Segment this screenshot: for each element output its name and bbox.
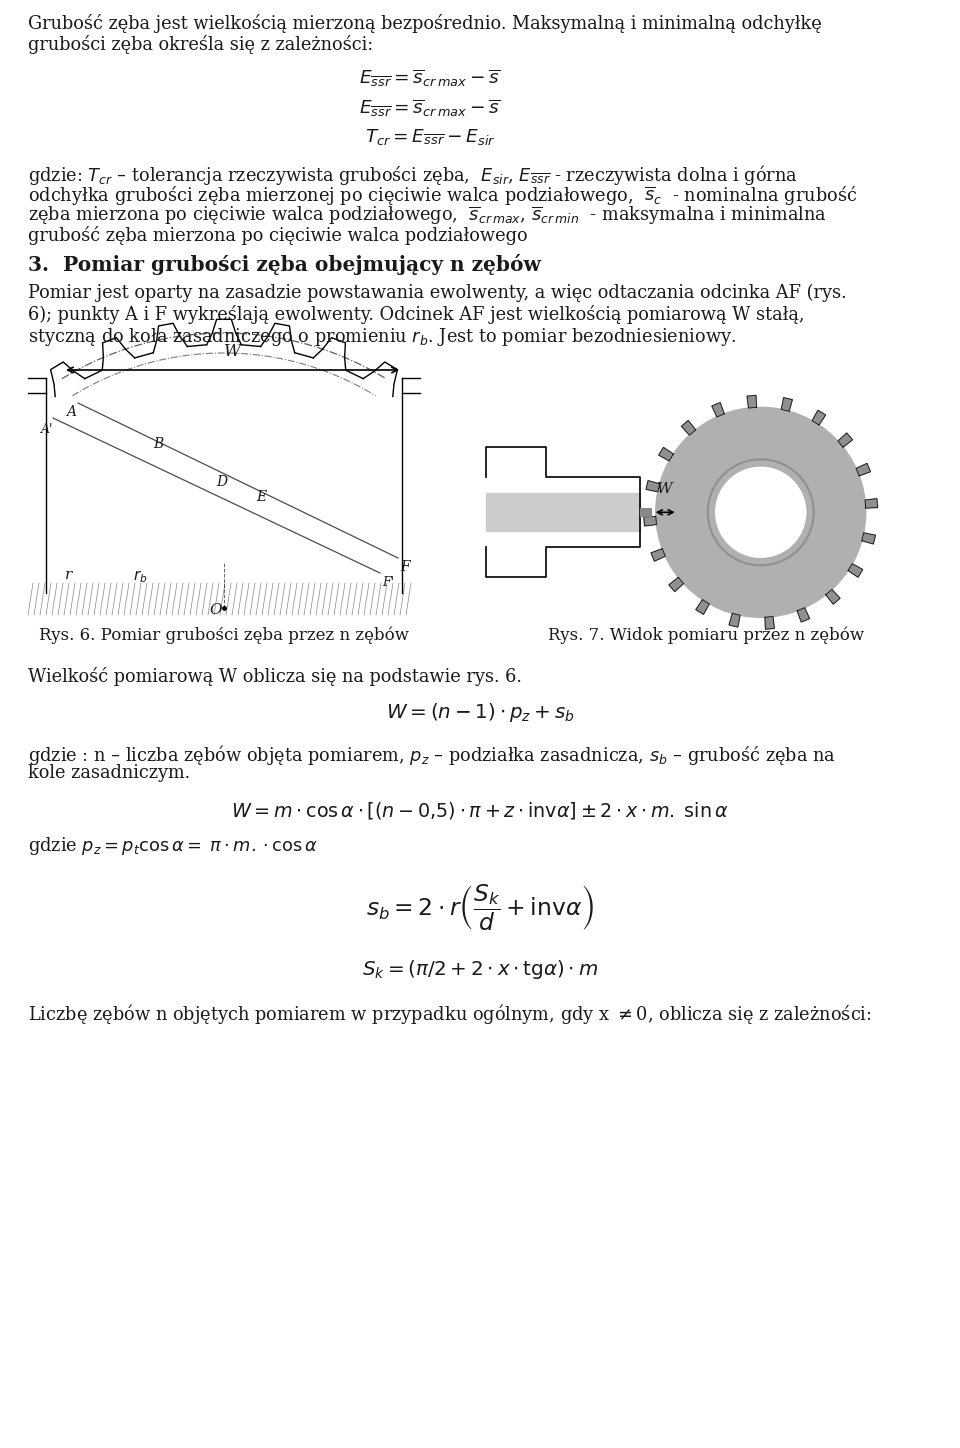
Polygon shape xyxy=(651,549,665,562)
Polygon shape xyxy=(646,481,660,492)
Text: O: O xyxy=(209,602,222,617)
Text: E: E xyxy=(256,491,266,504)
Text: styczną do koła zasadniczego o promieniu $r_b$. Jest to pomiar bezodniesieniowy.: styczną do koła zasadniczego o promieniu… xyxy=(28,326,736,348)
Polygon shape xyxy=(848,563,863,578)
Text: gdzie $p_z = p_t \cos\alpha{=}\; \pi \cdot m. \cdot \cos\alpha$: gdzie $p_z = p_t \cos\alpha{=}\; \pi \cd… xyxy=(28,835,318,857)
Text: zęba mierzona po cięciwie walca podziałowego,  $\overline{s}_{cr\,max}$, $\overl: zęba mierzona po cięciwie walca podziało… xyxy=(28,206,827,227)
Text: Rys. 7. Widok pomiaru przez n zębów: Rys. 7. Widok pomiaru przez n zębów xyxy=(548,627,864,644)
Text: Pomiar jest oparty na zasadzie powstawania ewolwenty, a więc odtaczania odcinka : Pomiar jest oparty na zasadzie powstawan… xyxy=(28,284,847,303)
Polygon shape xyxy=(644,517,657,526)
Text: Rys. 6. Pomiar grubości zęba przez n zębów: Rys. 6. Pomiar grubości zęba przez n zęb… xyxy=(39,627,409,644)
Polygon shape xyxy=(696,599,709,614)
Polygon shape xyxy=(856,463,871,476)
Polygon shape xyxy=(765,617,775,630)
Text: B: B xyxy=(153,437,163,450)
Text: grubości zęba określa się z zależności:: grubości zęba określa się z zależności: xyxy=(28,35,373,54)
Text: A: A xyxy=(66,405,76,418)
Polygon shape xyxy=(747,395,756,408)
Text: D: D xyxy=(216,475,228,489)
Polygon shape xyxy=(838,433,852,447)
Polygon shape xyxy=(865,498,877,508)
Polygon shape xyxy=(659,447,673,460)
Text: $E_{\overline{ssr}} = \overline{s}_{cr\,max} - \overline{s}$: $E_{\overline{ssr}} = \overline{s}_{cr\,… xyxy=(359,97,500,119)
Text: Wielkość pomiarową W oblicza się na podstawie rys. 6.: Wielkość pomiarową W oblicza się na pods… xyxy=(28,668,522,686)
Text: W: W xyxy=(224,343,241,361)
Bar xyxy=(486,494,639,531)
Polygon shape xyxy=(669,578,684,592)
Text: $W = (n-1) \cdot p_z + s_b$: $W = (n-1) \cdot p_z + s_b$ xyxy=(386,701,574,724)
Text: $E_{\overline{ssr}} = \overline{s}_{cr\,max} - \overline{s}$: $E_{\overline{ssr}} = \overline{s}_{cr\,… xyxy=(359,67,500,88)
Polygon shape xyxy=(781,398,792,411)
Text: grubość zęba mierzona po cięciwie walca podziałowego: grubość zęba mierzona po cięciwie walca … xyxy=(28,226,528,245)
Text: Liczbę zębów n objętych pomiarem w przypadku ogólnym, gdy x $\neq$0, oblicza się: Liczbę zębów n objętych pomiarem w przyp… xyxy=(28,1002,872,1027)
Text: $r_b$: $r_b$ xyxy=(133,568,148,585)
Text: odchyłka grubości zęba mierzonej po cięciwie walca podziałowego,  $\overline{s}_: odchyłka grubości zęba mierzonej po cięc… xyxy=(28,184,857,207)
Polygon shape xyxy=(826,589,840,604)
Bar xyxy=(639,508,651,517)
Text: W: W xyxy=(658,482,673,497)
Text: F': F' xyxy=(382,576,394,589)
Text: $s_b = 2 \cdot r \left( \dfrac{S_k}{d} + \mathrm{inv}\alpha \right)$: $s_b = 2 \cdot r \left( \dfrac{S_k}{d} +… xyxy=(366,883,594,933)
Polygon shape xyxy=(729,614,740,627)
Text: F: F xyxy=(400,560,410,573)
Text: A': A' xyxy=(41,423,54,436)
Text: 6); punkty A i F wykreślają ewolwenty. Odcinek AF jest wielkością pomiarową W st: 6); punkty A i F wykreślają ewolwenty. O… xyxy=(28,306,804,324)
Polygon shape xyxy=(711,403,724,417)
Text: Grubość zęba jest wielkością mierzoną bezpośrednio. Maksymalną i minimalną odchy: Grubość zęba jest wielkością mierzoną be… xyxy=(28,14,822,33)
Polygon shape xyxy=(797,608,809,623)
Text: r: r xyxy=(65,568,72,582)
Text: gdzie: $T_{cr}$ – tolerancja rzeczywista grubości zęba,  $E_{sir}$, $E_{\overlin: gdzie: $T_{cr}$ – tolerancja rzeczywista… xyxy=(28,164,798,187)
Circle shape xyxy=(716,468,805,557)
Text: gdzie : n – liczba zębów objęta pomiarem, $p_z$ – podziałka zasadnicza, $s_b$ – : gdzie : n – liczba zębów objęta pomiarem… xyxy=(28,743,836,767)
Text: $W = m \cdot \cos\alpha \cdot [(n-0{,}5) \cdot \pi + z \cdot \mathrm{inv}\alpha]: $W = m \cdot \cos\alpha \cdot [(n-0{,}5)… xyxy=(231,799,729,821)
Text: 3.  Pomiar grubości zęba obejmujący n zębów: 3. Pomiar grubości zęba obejmujący n zęb… xyxy=(28,253,540,275)
Text: kole zasadniczym.: kole zasadniczym. xyxy=(28,765,190,782)
Circle shape xyxy=(656,407,866,617)
Text: $T_{cr} = E_{\overline{ssr}} - E_{sir}$: $T_{cr} = E_{\overline{ssr}} - E_{sir}$ xyxy=(365,127,495,148)
Polygon shape xyxy=(862,533,876,544)
Text: $S_k = (\pi/2 + 2 \cdot x \cdot \mathrm{tg}\alpha) \cdot m$: $S_k = (\pi/2 + 2 \cdot x \cdot \mathrm{… xyxy=(362,959,598,980)
Polygon shape xyxy=(812,410,826,424)
Polygon shape xyxy=(682,420,696,436)
